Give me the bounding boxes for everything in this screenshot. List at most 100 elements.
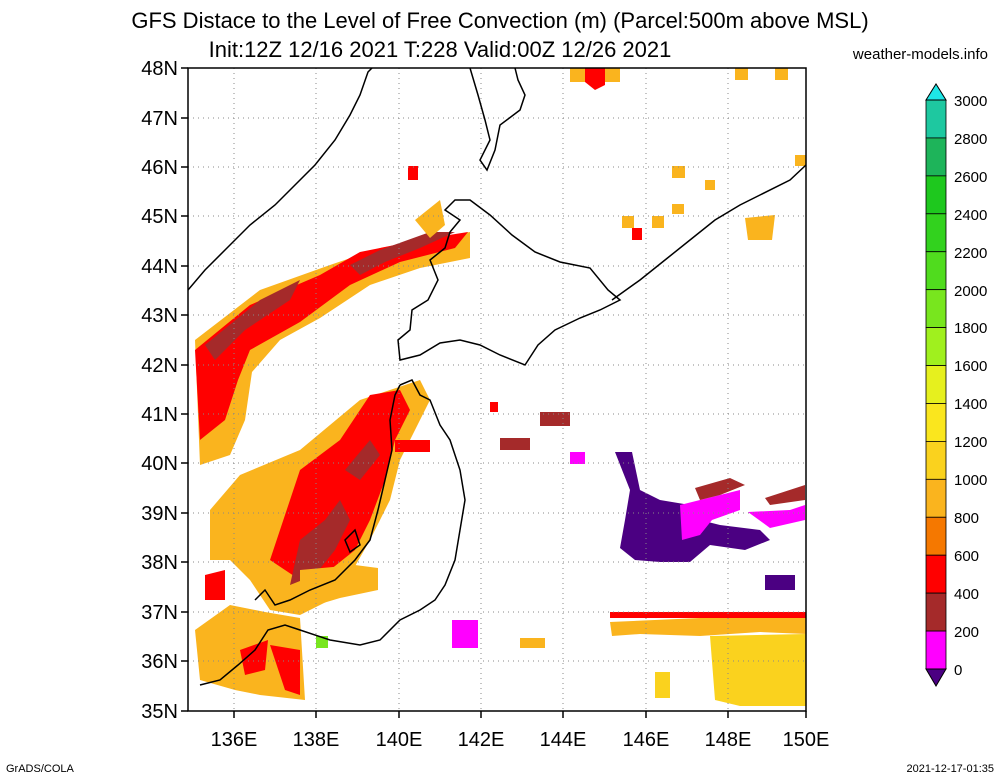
lat-label: 48N bbox=[141, 58, 178, 80]
colorbar-cell bbox=[925, 516, 947, 556]
shade-red-band bbox=[270, 390, 410, 580]
shade-yellow-se2 bbox=[655, 672, 670, 698]
colorbar-label: 800 bbox=[954, 510, 979, 527]
shade-orange-ne2 bbox=[775, 68, 788, 80]
shade-red-sw2 bbox=[240, 640, 268, 675]
chart-subtitle: Init:12Z 12/16 2021 T:228 Valid:00Z 12/2… bbox=[208, 37, 672, 62]
shade-redline-se bbox=[610, 612, 806, 618]
shade-orange-north bbox=[415, 200, 445, 238]
shade-orange-se2 bbox=[520, 638, 545, 648]
shade-brown-east2 bbox=[765, 485, 805, 505]
colorbar-label: 2000 bbox=[954, 283, 987, 300]
source-credit: weather-models.info bbox=[852, 46, 988, 63]
lat-label: 46N bbox=[141, 157, 178, 179]
shade-brown-band2 bbox=[345, 440, 380, 480]
coast-asia bbox=[188, 68, 373, 291]
shade-red-small bbox=[395, 440, 430, 452]
coast-hokkaido bbox=[397, 199, 622, 366]
colorbar-cell bbox=[925, 365, 947, 404]
colorbar-label: 2600 bbox=[954, 169, 987, 186]
colorbar-label: 2200 bbox=[954, 245, 987, 262]
colorbar-cells bbox=[925, 99, 947, 670]
colorbar-cell bbox=[925, 630, 947, 670]
shade-brown-east bbox=[695, 478, 745, 500]
lon-label: 146E bbox=[623, 729, 670, 751]
colorbar-label: 1200 bbox=[954, 434, 987, 451]
plot-frame bbox=[187, 67, 807, 712]
colorbar-label: 3000 bbox=[954, 93, 987, 110]
lat-label: 35N bbox=[141, 701, 178, 723]
lon-label: 138E bbox=[293, 729, 340, 751]
grid-lines bbox=[188, 68, 806, 711]
shade-yellow-se bbox=[710, 634, 806, 706]
colorbar-cell bbox=[925, 289, 947, 328]
shade-red-41 bbox=[490, 402, 498, 412]
shade-magenta-dot bbox=[570, 452, 585, 464]
lat-label: 39N bbox=[141, 503, 178, 525]
shade-orange-tokyo bbox=[300, 565, 378, 610]
lat-label: 37N bbox=[141, 602, 178, 624]
shade-magenta-east bbox=[680, 490, 740, 540]
colorbar-cell bbox=[925, 403, 947, 442]
shade-magenta-se bbox=[452, 620, 478, 648]
colorbar-label: 0 bbox=[954, 662, 962, 679]
field-shading bbox=[195, 68, 806, 706]
shade-red-west bbox=[195, 232, 468, 440]
shade-orange-dots bbox=[622, 155, 806, 228]
lat-label: 43N bbox=[141, 305, 178, 327]
shade-brown-band bbox=[290, 500, 350, 585]
colorbar-bottom-arrow bbox=[925, 668, 947, 687]
coastlines bbox=[188, 68, 806, 686]
chart-title: GFS Distace to the Level of Free Convect… bbox=[131, 8, 869, 33]
colorbar-label: 2800 bbox=[954, 131, 987, 148]
shade-brown-41n bbox=[540, 412, 570, 426]
coast-honshu bbox=[199, 379, 466, 686]
colorbar-cell bbox=[925, 327, 947, 366]
shade-orange-ne bbox=[735, 68, 748, 80]
lat-label: 42N bbox=[141, 355, 178, 377]
lat-label: 36N bbox=[141, 651, 178, 673]
shade-brown-40n bbox=[500, 438, 530, 450]
colorbar-label: 1800 bbox=[954, 320, 987, 337]
coast-kuril bbox=[611, 164, 806, 301]
shade-red-nw bbox=[585, 68, 605, 90]
shade-red-sw bbox=[205, 570, 225, 600]
colorbar-label: 1600 bbox=[954, 358, 987, 375]
lat-label: 38N bbox=[141, 552, 178, 574]
coast-honshu-west bbox=[254, 384, 401, 606]
lat-label: 45N bbox=[141, 206, 178, 228]
colorbar-cell bbox=[925, 478, 947, 518]
colorbar-cell bbox=[925, 251, 947, 291]
colorbar-cell bbox=[925, 440, 947, 480]
shade-orange-kuril bbox=[745, 215, 775, 240]
colorbar-label: 1400 bbox=[954, 396, 987, 413]
lon-label: 148E bbox=[705, 729, 752, 751]
lon-label: 140E bbox=[376, 729, 423, 751]
x-axis: 136E 138E 140E 142E 144E 146E 148E 150E bbox=[211, 711, 830, 751]
colorbar-cell bbox=[925, 99, 947, 139]
lat-label: 41N bbox=[141, 404, 178, 426]
shade-purple-east2 bbox=[765, 575, 795, 590]
shade-red-dot2 bbox=[632, 228, 642, 240]
footer-software: GrADS/COLA bbox=[6, 763, 74, 775]
shade-brown-west bbox=[205, 280, 300, 360]
shade-purple-east bbox=[615, 452, 770, 562]
shade-red-nhk bbox=[408, 166, 418, 180]
colorbar-label: 1000 bbox=[954, 472, 987, 489]
colorbar: 3000 2800 2600 2400 2200 2000 1800 1600 … bbox=[925, 83, 987, 687]
colorbar-label: 200 bbox=[954, 624, 979, 641]
coast-sakhalin bbox=[469, 68, 526, 172]
lon-label: 150E bbox=[783, 729, 830, 751]
colorbar-top-arrow bbox=[925, 83, 947, 101]
colorbar-label: 600 bbox=[954, 548, 979, 565]
colorbar-label: 400 bbox=[954, 586, 979, 603]
colorbar-cell bbox=[925, 175, 947, 215]
y-axis: 48N 47N 46N 45N 44N 43N 42N 41N 40N 39N … bbox=[141, 58, 188, 723]
lat-label: 47N bbox=[141, 108, 178, 130]
shade-orange-west bbox=[195, 232, 470, 465]
shade-red-sw3 bbox=[270, 645, 300, 695]
coast-sado bbox=[344, 528, 361, 554]
colorbar-label: 2400 bbox=[954, 207, 987, 224]
shade-magenta-east2 bbox=[748, 505, 805, 528]
lat-label: 44N bbox=[141, 256, 178, 278]
